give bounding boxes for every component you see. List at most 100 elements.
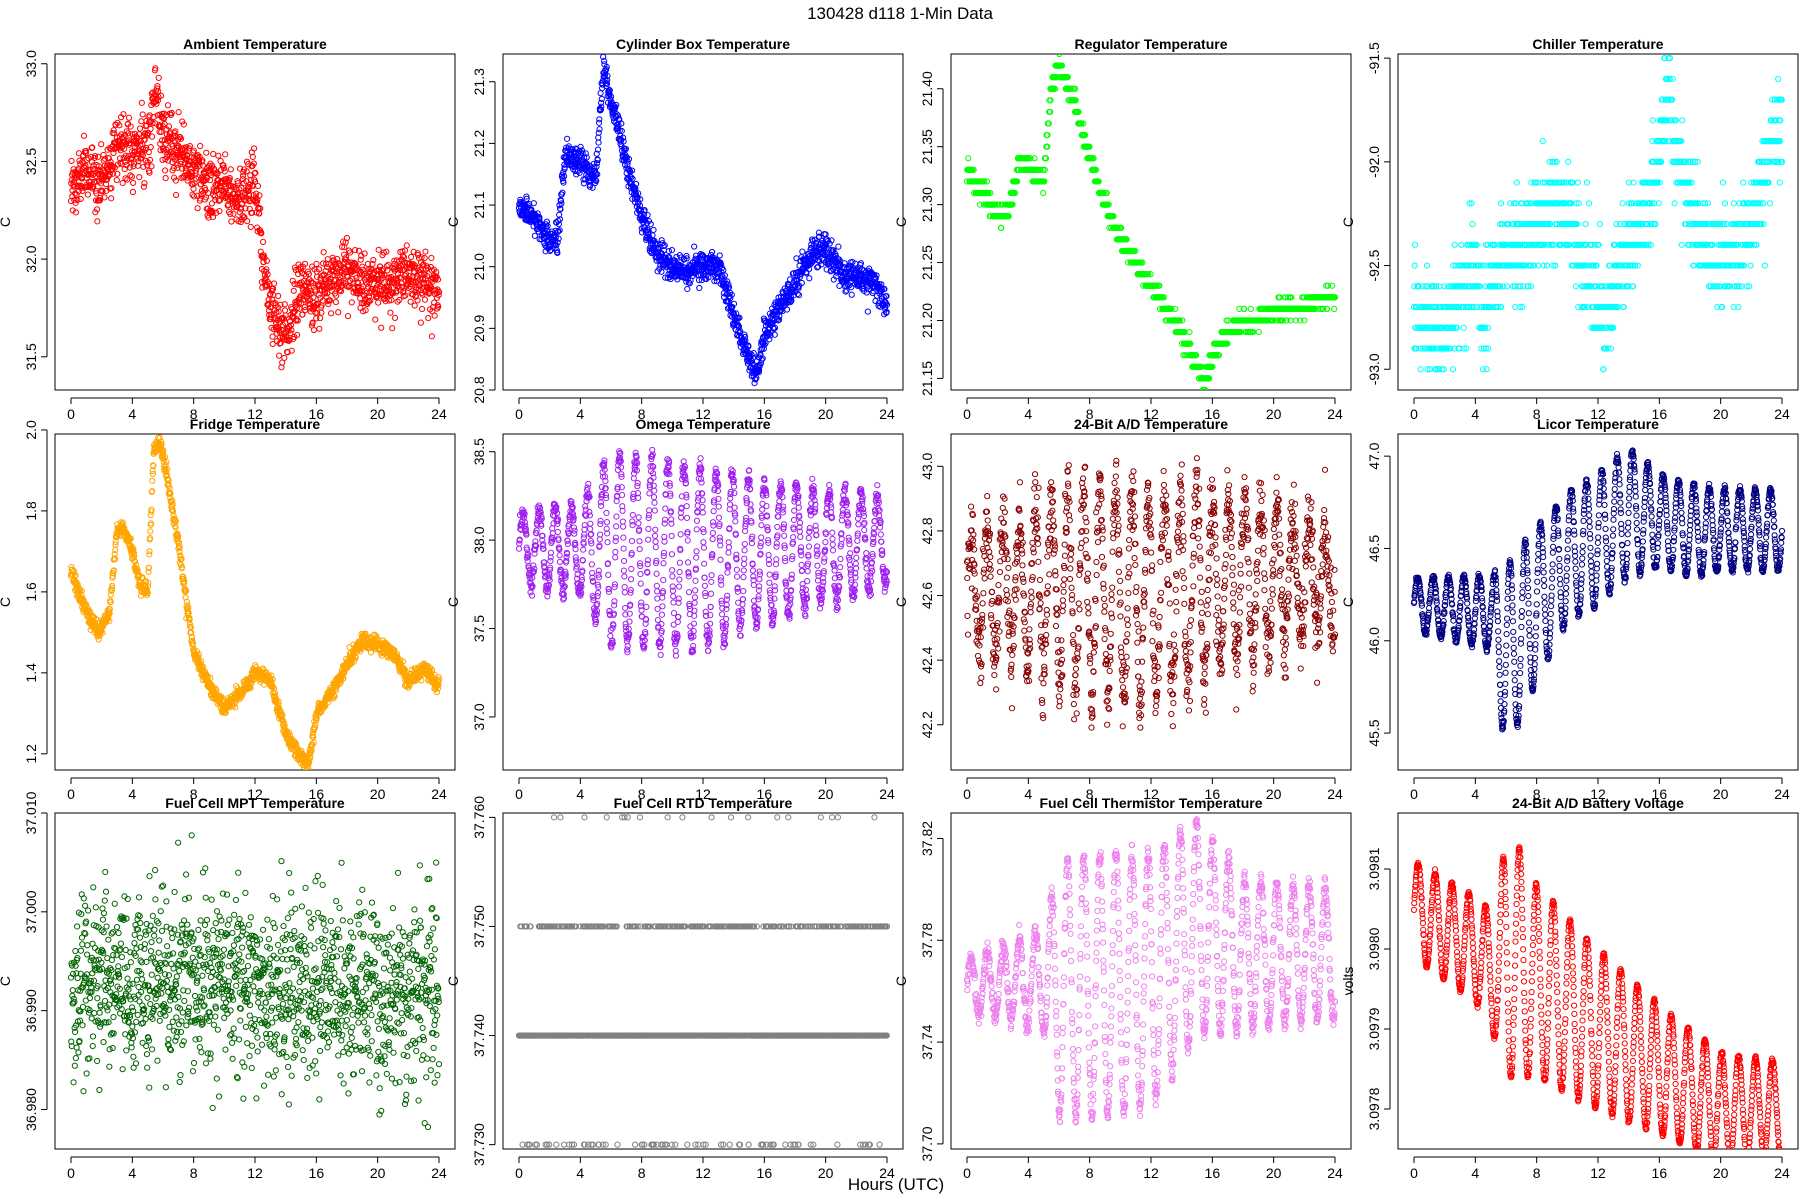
data-point [883, 301, 891, 308]
data-point [1044, 143, 1051, 150]
data-point [883, 292, 890, 300]
data-point [1078, 120, 1085, 127]
data-point [558, 200, 565, 207]
data-point [155, 74, 162, 81]
data-point [1524, 200, 1531, 207]
data-point [1025, 155, 1032, 162]
data-point [390, 276, 397, 283]
data-point [194, 152, 201, 159]
data-point [281, 354, 288, 362]
data-point [741, 333, 749, 341]
data-point [194, 205, 201, 212]
data-point [293, 331, 301, 338]
data-point [1460, 324, 1467, 331]
data-point [583, 154, 590, 161]
data-point [386, 279, 393, 286]
data-point [523, 193, 530, 200]
data-point [94, 218, 101, 225]
data-point [1496, 283, 1504, 290]
data-point [293, 315, 300, 323]
data-point [556, 211, 563, 218]
data-point [629, 175, 636, 182]
data-point [771, 331, 778, 338]
data-point [309, 319, 316, 326]
data-point [127, 123, 134, 130]
data-point [1223, 317, 1230, 324]
data-point [965, 155, 972, 162]
data-point [226, 175, 233, 182]
data-point [640, 211, 648, 218]
data-point [148, 133, 156, 140]
data-point [665, 247, 672, 255]
data-point [215, 152, 222, 159]
x-tick-label: 20 [370, 406, 386, 422]
data-point [208, 200, 216, 207]
data-point [1209, 363, 1216, 370]
data-point [361, 250, 368, 257]
data-point [826, 240, 833, 247]
data-point [1180, 352, 1187, 359]
data-point [1512, 303, 1519, 311]
y-tick-label: 20.8 [471, 376, 487, 403]
data-point [105, 155, 112, 162]
data-point [1543, 262, 1551, 269]
data-point [179, 118, 186, 125]
data-point [209, 209, 216, 216]
data-point [137, 138, 144, 145]
data-point [315, 266, 323, 273]
y-tick-label: 21.25 [919, 245, 935, 280]
data-point [603, 63, 610, 71]
data-point [766, 310, 773, 317]
data-point [141, 136, 148, 144]
data-point [164, 102, 172, 109]
data-point [414, 264, 421, 272]
x-tick-label: 24 [1774, 406, 1790, 422]
data-point [421, 254, 428, 262]
panel-1: Ambient TemperatureC0481216202431.532.03… [0, 36, 456, 422]
data-point [1118, 224, 1125, 231]
data-point [1044, 132, 1051, 139]
data-point [244, 218, 251, 225]
y-tick-label: 21.30 [919, 187, 935, 222]
data-point [162, 167, 169, 174]
data-point [117, 155, 124, 162]
data-point [246, 183, 253, 191]
y-tick-label: 21.2 [471, 130, 487, 157]
data-point [1497, 220, 1504, 228]
data-point [589, 184, 596, 191]
data-point [1449, 366, 1456, 373]
data-point [211, 193, 219, 200]
data-point [128, 173, 135, 180]
data-point [266, 281, 273, 288]
data-point [116, 122, 123, 129]
data-point [390, 289, 397, 296]
data-point [95, 153, 102, 160]
x-tick-label: 12 [1590, 406, 1606, 422]
data-point [316, 315, 324, 322]
data-point [735, 323, 743, 331]
data-point [852, 266, 860, 273]
data-point [72, 209, 79, 216]
data-point [305, 290, 312, 298]
data-point [528, 206, 535, 213]
x-tick-label: 0 [1410, 406, 1418, 422]
data-point [375, 246, 382, 253]
data-point [1419, 345, 1427, 352]
data-point [604, 77, 611, 84]
panel-title: Regulator Temperature [1075, 36, 1228, 52]
data-point [843, 287, 850, 294]
data-point [1424, 283, 1432, 290]
data-point [318, 309, 325, 316]
data-point [119, 179, 126, 187]
data-point [992, 201, 999, 208]
data-point [775, 316, 783, 323]
data-point [1473, 241, 1480, 248]
data-point [642, 217, 649, 224]
data-point [546, 247, 554, 255]
data-point [314, 301, 321, 308]
data-point [289, 309, 297, 317]
data-point [544, 222, 551, 230]
data-point [96, 197, 104, 204]
data-point [203, 149, 210, 156]
